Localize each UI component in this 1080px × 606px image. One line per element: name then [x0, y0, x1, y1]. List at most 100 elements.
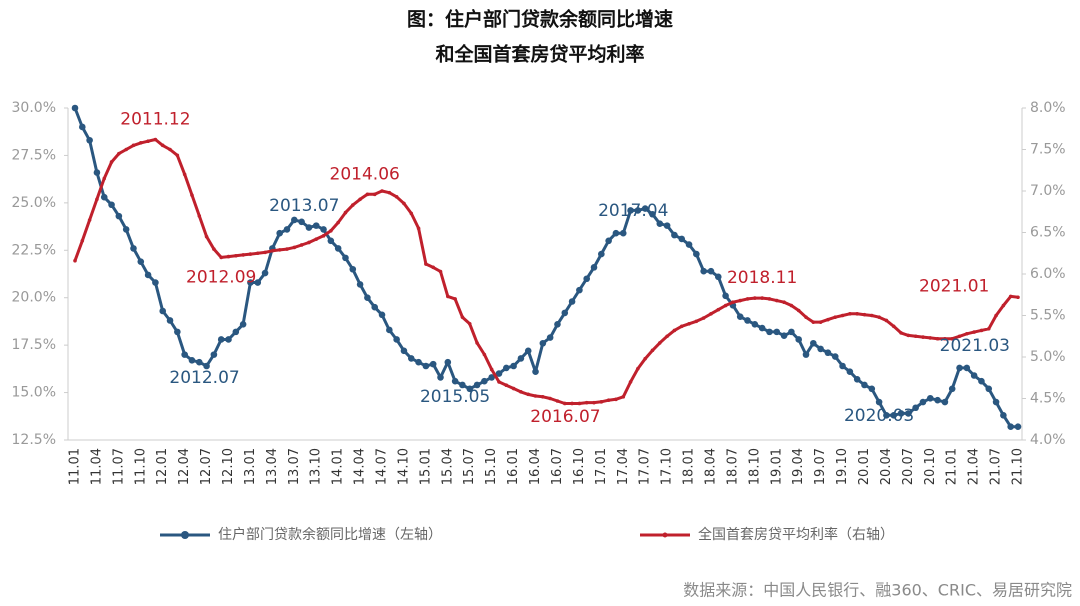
data-point: [95, 197, 99, 202]
y-tick-label: 27.5%: [12, 147, 56, 163]
data-point: [437, 374, 444, 381]
data-point: [972, 330, 976, 334]
annotation: 2012.09: [186, 267, 256, 287]
legend-label: 全国首套房贷平均利率（右轴）: [698, 526, 894, 543]
data-point: [541, 395, 545, 399]
data-point: [1014, 423, 1022, 431]
data-point: [299, 243, 304, 247]
data-point: [446, 294, 450, 299]
x-tick-label: 17.01: [594, 448, 609, 485]
data-point: [766, 328, 773, 336]
data-point: [466, 385, 474, 393]
data-point: [438, 269, 443, 274]
data-point: [195, 358, 203, 366]
x-tick-label: 18.01: [682, 448, 697, 485]
data-point: [767, 297, 772, 301]
y2-tick-label: 5.5%: [1030, 308, 1066, 324]
data-point: [934, 396, 941, 404]
data-point: [320, 226, 327, 233]
data-point: [372, 192, 377, 197]
x-tick-label: 19.07: [813, 448, 828, 485]
data-point: [402, 201, 406, 206]
data-point: [283, 226, 291, 233]
data-point: [875, 398, 883, 406]
data-point: [79, 123, 86, 131]
data-point: [877, 315, 881, 319]
data-point: [378, 311, 386, 319]
data-point: [796, 308, 801, 313]
data-point: [364, 294, 371, 302]
data-point: [656, 220, 664, 228]
data-point: [232, 328, 240, 336]
data-point: [665, 334, 669, 339]
data-point: [210, 351, 218, 358]
data-point: [482, 352, 487, 357]
x-tick-label: 17.04: [616, 448, 631, 485]
chart-title: 图：住户部门贷款余额同比增速: [407, 8, 673, 31]
x-tick-label: 21.10: [1011, 448, 1026, 485]
data-point: [554, 320, 561, 328]
data-point: [636, 366, 640, 371]
data-point: [853, 375, 861, 383]
data-point: [1001, 303, 1006, 308]
series-line: [73, 107, 1018, 429]
data-point: [861, 381, 868, 389]
x-tick-label: 12.04: [177, 448, 192, 485]
data-point: [890, 412, 898, 419]
data-point: [386, 326, 393, 334]
x-tick-label: 14.04: [353, 448, 368, 485]
data-point: [212, 247, 216, 251]
data-point: [291, 216, 298, 224]
data-point: [614, 397, 618, 402]
data-point: [758, 324, 766, 332]
data-point: [986, 326, 991, 331]
data-point: [912, 404, 919, 412]
x-tick-label: 12.01: [155, 448, 170, 485]
data-point: [393, 336, 400, 343]
x-tick-label: 13.10: [309, 448, 324, 485]
data-point: [416, 226, 421, 231]
data-point: [488, 374, 495, 381]
data-point: [897, 410, 905, 417]
data-point: [804, 315, 808, 319]
data-point: [795, 336, 802, 343]
data-point: [978, 377, 985, 385]
data-point: [833, 315, 838, 319]
x-tick-label: 21.07: [989, 448, 1004, 485]
data-point: [182, 172, 187, 177]
annotation: 2014.06: [330, 164, 400, 184]
data-point: [598, 250, 605, 258]
data-point: [526, 392, 531, 397]
data-point: [941, 398, 949, 406]
data-point: [714, 273, 722, 281]
data-point: [628, 380, 633, 384]
data-point: [869, 313, 874, 318]
data-point: [87, 218, 92, 222]
data-point: [685, 241, 693, 248]
data-point: [276, 229, 283, 237]
x-tick-label: 15.01: [418, 448, 433, 485]
x-tick-label: 13.07: [287, 448, 302, 485]
data-point: [678, 235, 686, 243]
annotation: 2017.04: [598, 201, 668, 221]
data-point: [247, 279, 254, 286]
data-point: [839, 362, 846, 370]
data-point: [380, 189, 384, 193]
data-point: [970, 372, 978, 379]
y-tick-label: 25.0%: [12, 195, 56, 211]
series-line: [73, 138, 1019, 405]
legend-label: 住户部门贷款余额同比增速（左轴）: [218, 526, 442, 543]
data-point: [219, 255, 224, 260]
data-point: [226, 254, 231, 259]
y-tick-label: 12.5%: [12, 432, 56, 448]
data-point: [760, 296, 764, 300]
data-point: [285, 247, 289, 251]
y2-tick-label: 7.0%: [1030, 183, 1066, 199]
annotation: 2021.01: [919, 277, 989, 297]
data-point: [204, 234, 209, 239]
data-point: [921, 335, 925, 339]
data-point: [203, 362, 210, 370]
data-point: [789, 303, 794, 308]
annotation: 2020.03: [844, 406, 914, 426]
